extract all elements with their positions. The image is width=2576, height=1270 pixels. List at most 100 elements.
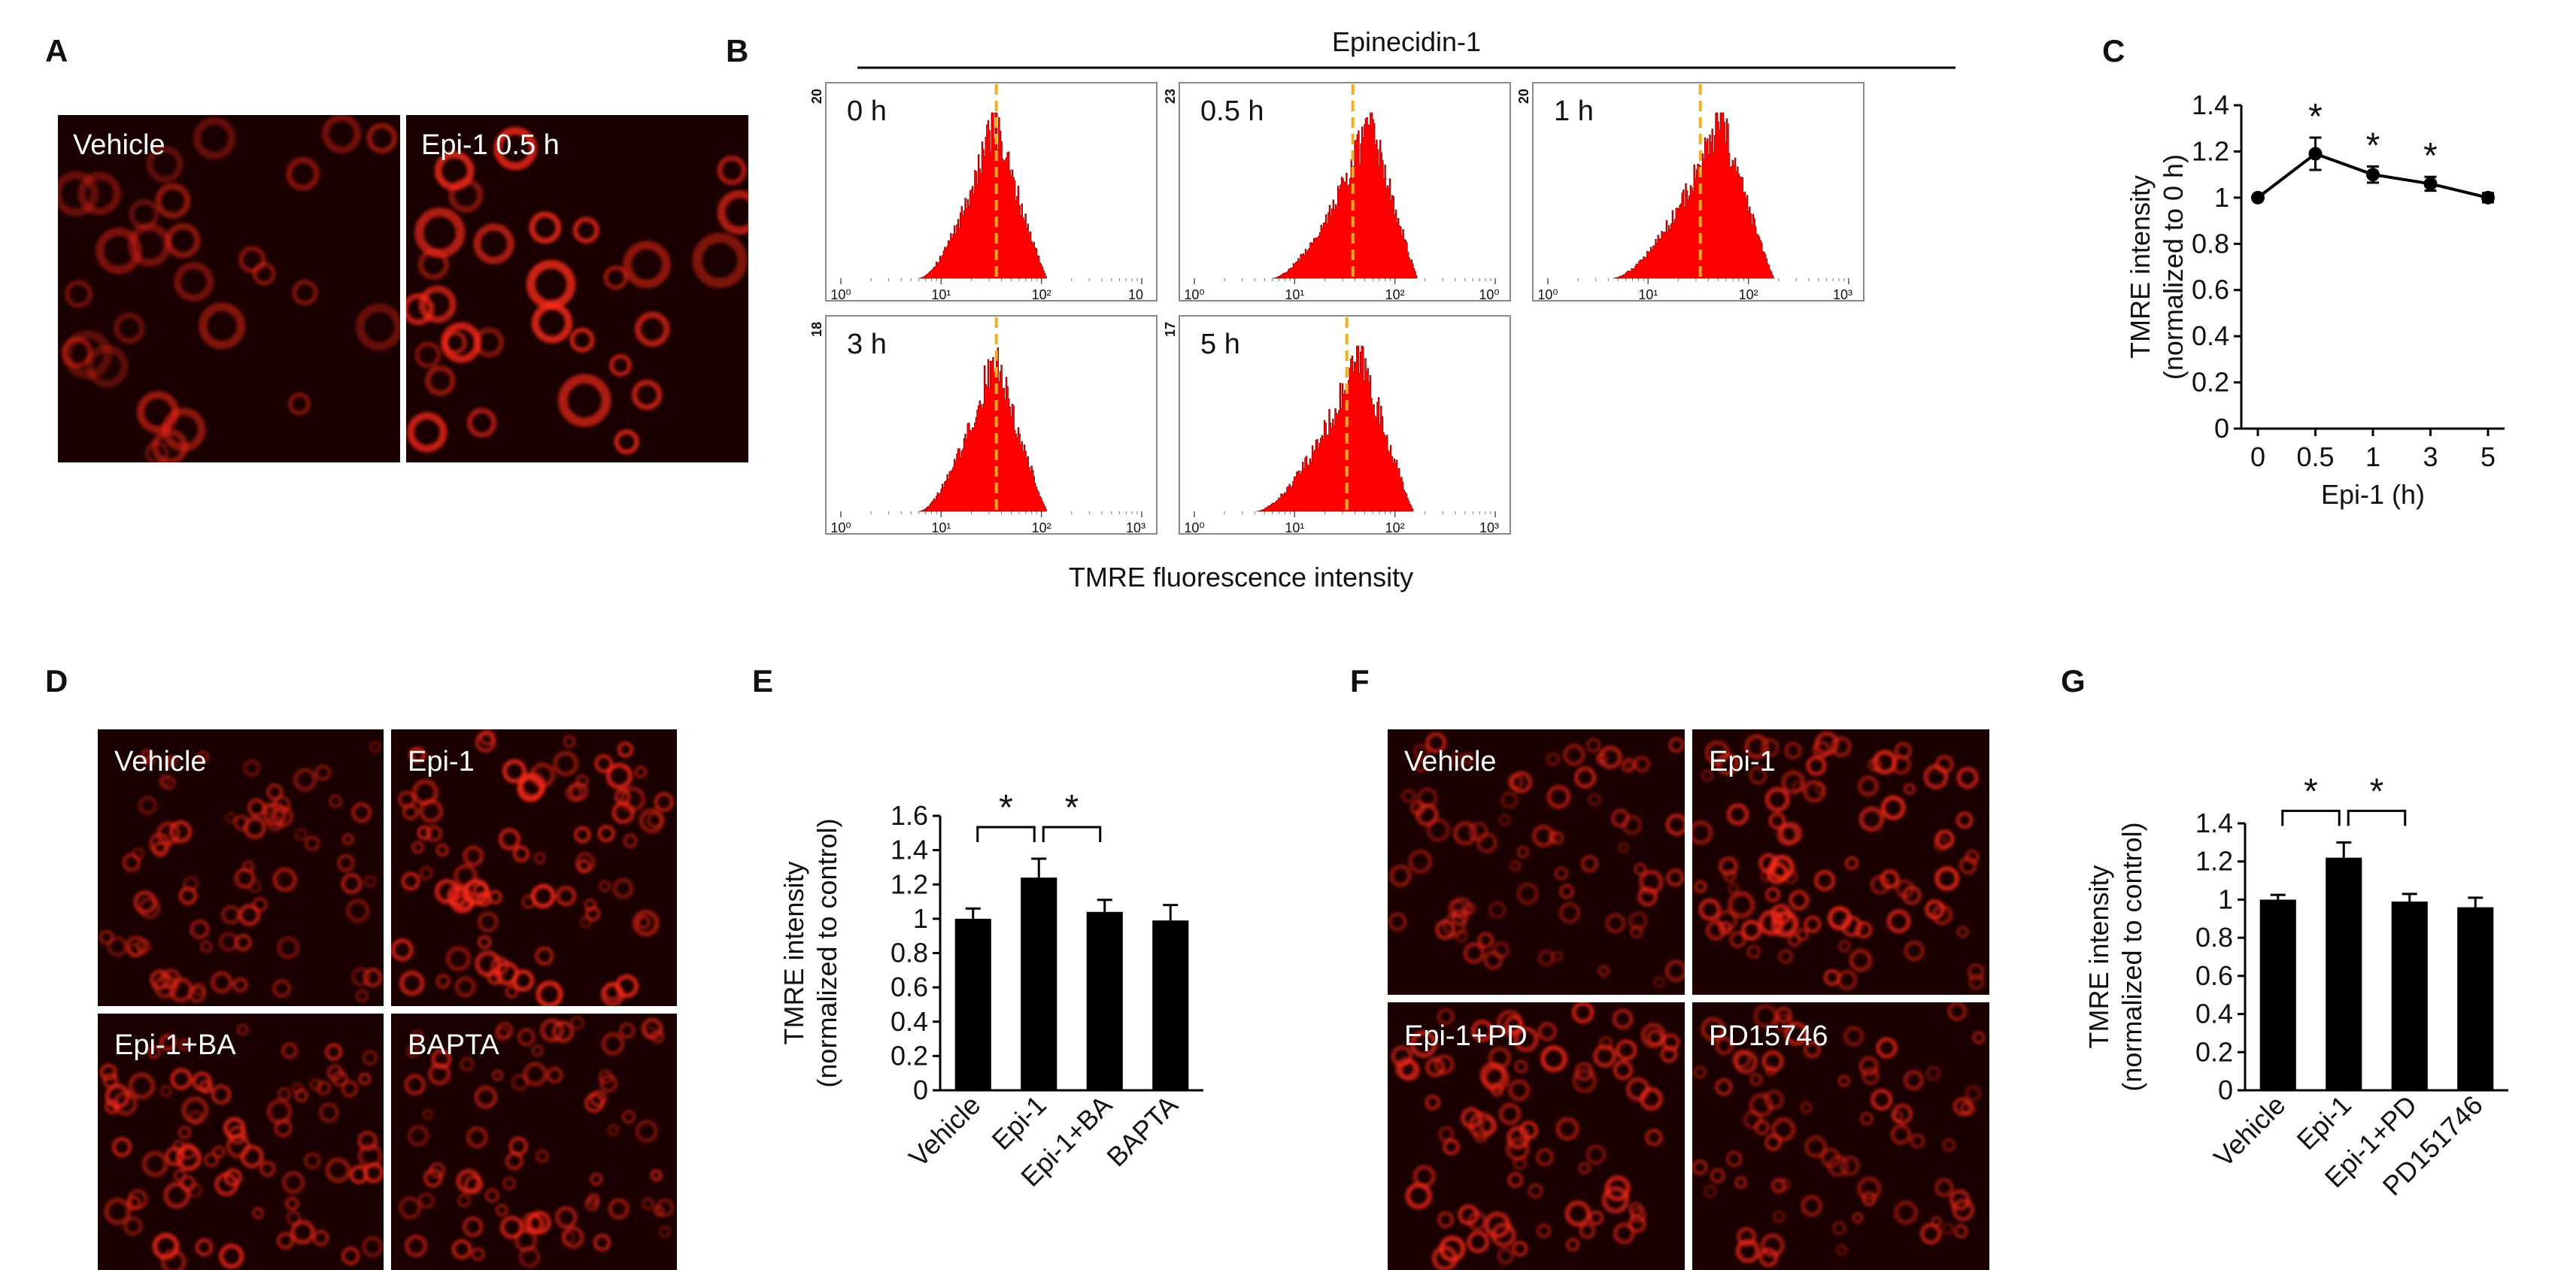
micrograph-d-epi1-ba-label: Epi-1+BA [114, 1029, 236, 1061]
cell [1788, 933, 1801, 947]
cell [1464, 902, 1476, 914]
cell [1706, 920, 1726, 941]
histogram-ymax: 20 [809, 89, 824, 104]
cell [1737, 1226, 1756, 1247]
histogram-ymax: 23 [1163, 89, 1178, 104]
cell [210, 971, 233, 994]
cell [167, 755, 178, 766]
cell [1563, 744, 1585, 766]
cell [178, 1038, 191, 1051]
cell [1895, 879, 1915, 899]
cell [425, 365, 456, 396]
cell [418, 1193, 435, 1209]
cell [1904, 784, 1916, 795]
cell [632, 909, 660, 937]
cell [1628, 911, 1648, 931]
cell [58, 171, 99, 217]
cell [590, 1173, 603, 1186]
micrograph-cells [1388, 732, 1685, 988]
panel-g-y-tick-label: 1.2 [2195, 846, 2233, 877]
cell [417, 249, 450, 280]
cell [405, 1234, 428, 1258]
panel-c-x-tick-label: 0 [2250, 441, 2265, 472]
cell [1450, 753, 1464, 767]
cell [414, 341, 441, 368]
cell [326, 1064, 344, 1081]
cell [399, 970, 425, 996]
panel-e-y-tick-label: 0.8 [891, 938, 928, 968]
cell [1965, 1085, 1981, 1102]
cell [1890, 1124, 1912, 1145]
cell [641, 1017, 663, 1040]
cell [1409, 1030, 1438, 1058]
cell [1783, 869, 1798, 884]
cell [1431, 1245, 1458, 1270]
cell [357, 1130, 378, 1151]
cell [1728, 883, 1740, 895]
cell [1408, 849, 1433, 874]
cell [511, 1074, 529, 1091]
panel-label-d: D [45, 663, 68, 699]
cell [227, 1126, 247, 1145]
cell [1554, 866, 1568, 881]
cell [1715, 1078, 1733, 1096]
cell [419, 866, 433, 881]
cell [1925, 899, 1945, 920]
cell [645, 1026, 656, 1037]
cell [1800, 1102, 1812, 1114]
cell [128, 943, 142, 958]
cell [234, 867, 256, 889]
histogram-distribution [919, 112, 1048, 279]
cell [623, 241, 671, 289]
cell [1452, 821, 1478, 846]
panel-c-y-tick-label: 1.2 [2192, 135, 2229, 166]
cell [151, 429, 188, 462]
cell [234, 934, 252, 951]
cell [1653, 976, 1665, 988]
cell [1693, 1065, 1707, 1079]
cell [1768, 812, 1786, 829]
cell [1804, 1041, 1821, 1059]
cell [286, 1211, 302, 1226]
cell [1827, 1154, 1849, 1178]
cell [443, 331, 467, 355]
cell [473, 223, 514, 265]
cell [64, 280, 93, 308]
panel-e-y-tick-label: 1.2 [891, 868, 928, 899]
cell [136, 390, 180, 434]
cell [314, 764, 332, 781]
cell [170, 1068, 193, 1090]
cell [593, 1233, 611, 1251]
cell [1630, 1207, 1646, 1223]
cell [1598, 745, 1622, 769]
cell [1892, 1103, 1913, 1125]
cell [1925, 1065, 1941, 1081]
panel-c-ylabel: TMRE intensity [2125, 175, 2156, 359]
cell [1605, 913, 1626, 934]
cell [594, 754, 614, 773]
cell [1622, 814, 1643, 835]
cell [622, 1110, 636, 1124]
cell [141, 1150, 169, 1178]
cell [1528, 1183, 1543, 1199]
histogram-tick-label: 10² [1739, 287, 1758, 302]
panel-c-y-tick-label: 0.4 [2192, 320, 2229, 351]
cell [351, 967, 371, 987]
panel-c-x-tick-label: 5 [2480, 441, 2496, 472]
micrograph-d-vehicle: Vehicle [98, 729, 384, 1006]
cell [1781, 770, 1806, 795]
histogram-ymax: 20 [1516, 89, 1531, 104]
cell [1660, 1045, 1678, 1063]
cell [1434, 1054, 1455, 1074]
cell [199, 1080, 213, 1094]
cell [359, 1072, 371, 1085]
cell [536, 981, 563, 1006]
panel-e-y-tick-label: 0.2 [891, 1040, 928, 1071]
cell [531, 302, 573, 344]
panel-g-y-tick-label: 0.6 [2195, 960, 2233, 991]
cell [565, 784, 583, 802]
cell [1664, 959, 1685, 982]
cell [292, 279, 318, 306]
panel-e-category-label: BAPTA [1100, 1090, 1184, 1173]
micrograph-cells [398, 1016, 675, 1268]
